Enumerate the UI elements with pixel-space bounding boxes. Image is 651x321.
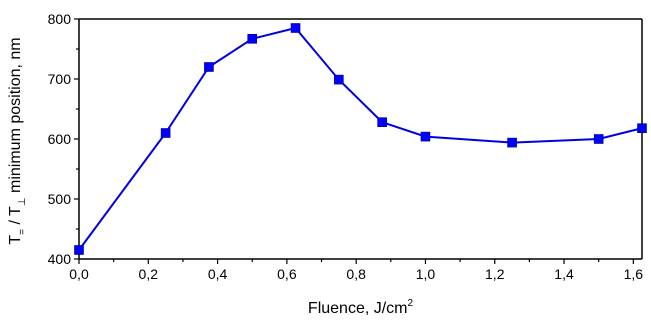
y-tick-label: 800 [48,11,72,27]
x-axis-title-sup: 2 [408,298,414,309]
x-axis-title: Fluence, J/cm2 [308,298,414,317]
data-point [377,117,387,127]
series-line [78,26,643,251]
plot-area [74,23,647,255]
x-tick-label: 1,6 [624,266,644,282]
x-ticks: 0,0 0,2 0,4 0,6 0,8 1,0 1,2 1,4 1,6 [69,259,643,282]
data-point [334,74,344,85]
data-point [507,137,517,148]
data-point [420,131,431,142]
y-axis-title: T= / T⊥ minimum position, nm [7,37,28,244]
y-ticks: 400 500 600 700 800 [48,11,79,267]
x-tick-label: 0,2 [139,266,159,282]
y-axis-title-sub-perp: ⊥ [17,197,28,206]
y-tick-label: 500 [48,191,72,207]
data-point [160,128,171,138]
y-axis-title-rest: minimum position, nm [7,37,24,197]
data-point [247,33,258,44]
y-axis-title-t2: / T [7,206,24,229]
series-markers [74,23,647,255]
x-axis-title-main: Fluence, J/cm [308,300,408,317]
y-axis-title-sub-parallel: = [17,229,28,235]
x-tick-label: 1,4 [554,266,574,282]
x-tick-label: 0,8 [346,266,366,282]
axes [78,18,643,260]
x-tick-label: 1,0 [416,266,436,282]
x-tick-label: 0,0 [69,266,89,282]
x-tick-label: 0,6 [277,266,297,282]
data-point [593,134,604,144]
x-tick-label: 0,4 [208,266,228,282]
data-point [74,245,84,255]
y-axis-title-t1: T [7,235,24,245]
y-tick-label: 600 [48,131,72,147]
data-point [290,23,301,33]
y-tick-label: 700 [48,71,72,87]
data-point [637,123,647,133]
x-tick-label: 1,2 [485,266,505,282]
data-point [204,62,214,72]
y-tick-label: 400 [48,251,72,267]
